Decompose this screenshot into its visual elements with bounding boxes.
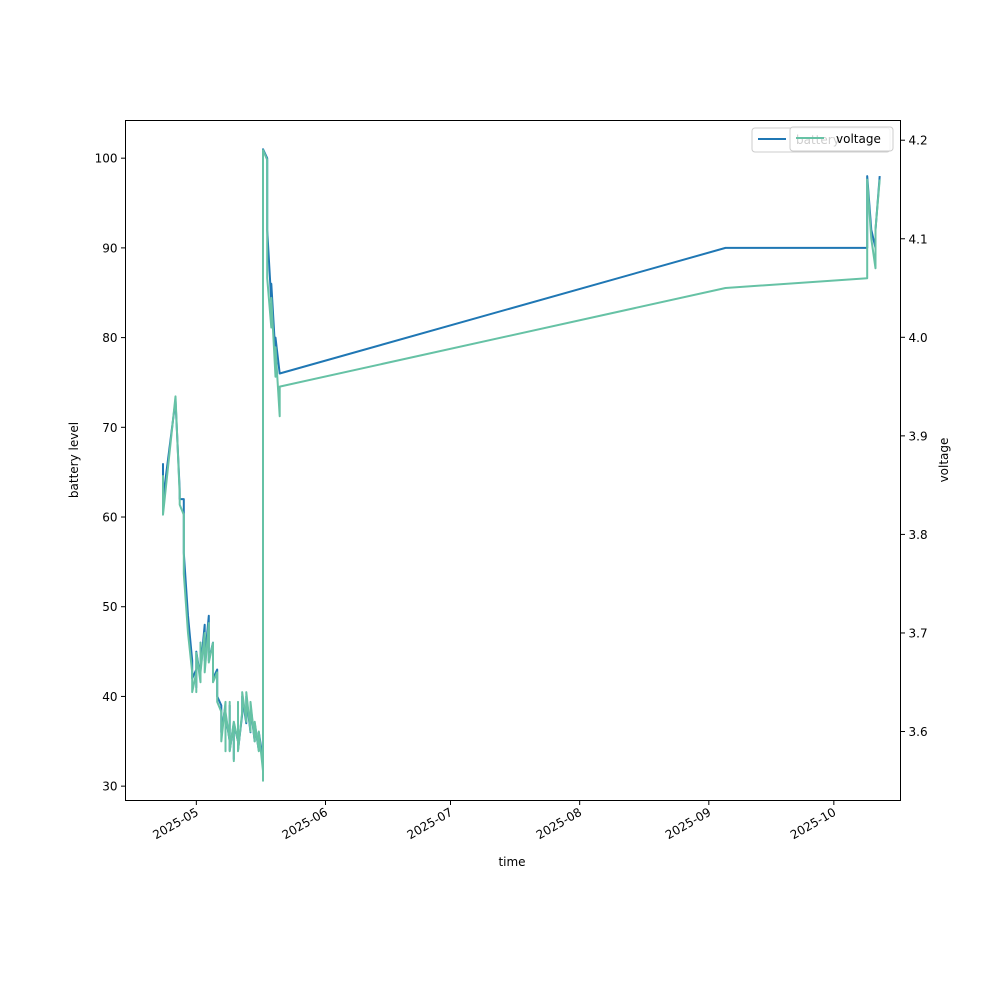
right-y-tick-label: 3.6 bbox=[909, 725, 928, 739]
right-y-tick-label: 4.2 bbox=[909, 134, 928, 148]
left-y-tick-label: 30 bbox=[102, 780, 117, 794]
x-axis-label: time bbox=[498, 855, 525, 869]
right-y-tick-label: 3.8 bbox=[909, 528, 928, 542]
legend-box bbox=[789, 126, 894, 152]
right-y-axis-ticks: 3.6 3.7 3.8 3.9 4.0 4.1 4.2 bbox=[900, 134, 928, 739]
right-y-tick-label: 3.9 bbox=[909, 429, 928, 443]
left-y-tick-label: 40 bbox=[102, 690, 117, 704]
left-y-tick-label: 100 bbox=[95, 152, 118, 166]
left-y-axis-label: battery level bbox=[67, 422, 81, 498]
left-y-tick-label: 90 bbox=[102, 241, 117, 255]
plot-frame bbox=[125, 120, 901, 801]
right-y-axis-label: voltage bbox=[937, 438, 951, 483]
series-line-voltage bbox=[162, 149, 881, 782]
left-y-tick-label: 50 bbox=[102, 600, 117, 614]
right-y-tick-label: 4.0 bbox=[909, 331, 928, 345]
legend-voltage: voltage bbox=[789, 126, 894, 152]
series-layer bbox=[162, 148, 881, 782]
left-y-axis-ticks: 30 40 50 60 70 80 90 100 bbox=[95, 152, 126, 794]
left-y-tick-label: 70 bbox=[102, 421, 117, 435]
left-y-tick-label: 80 bbox=[102, 331, 117, 345]
left-y-tick-label: 60 bbox=[102, 511, 117, 525]
right-y-tick-label: 4.1 bbox=[909, 232, 928, 246]
right-y-tick-label: 3.7 bbox=[909, 626, 928, 640]
legend-label-voltage: voltage bbox=[836, 132, 881, 146]
